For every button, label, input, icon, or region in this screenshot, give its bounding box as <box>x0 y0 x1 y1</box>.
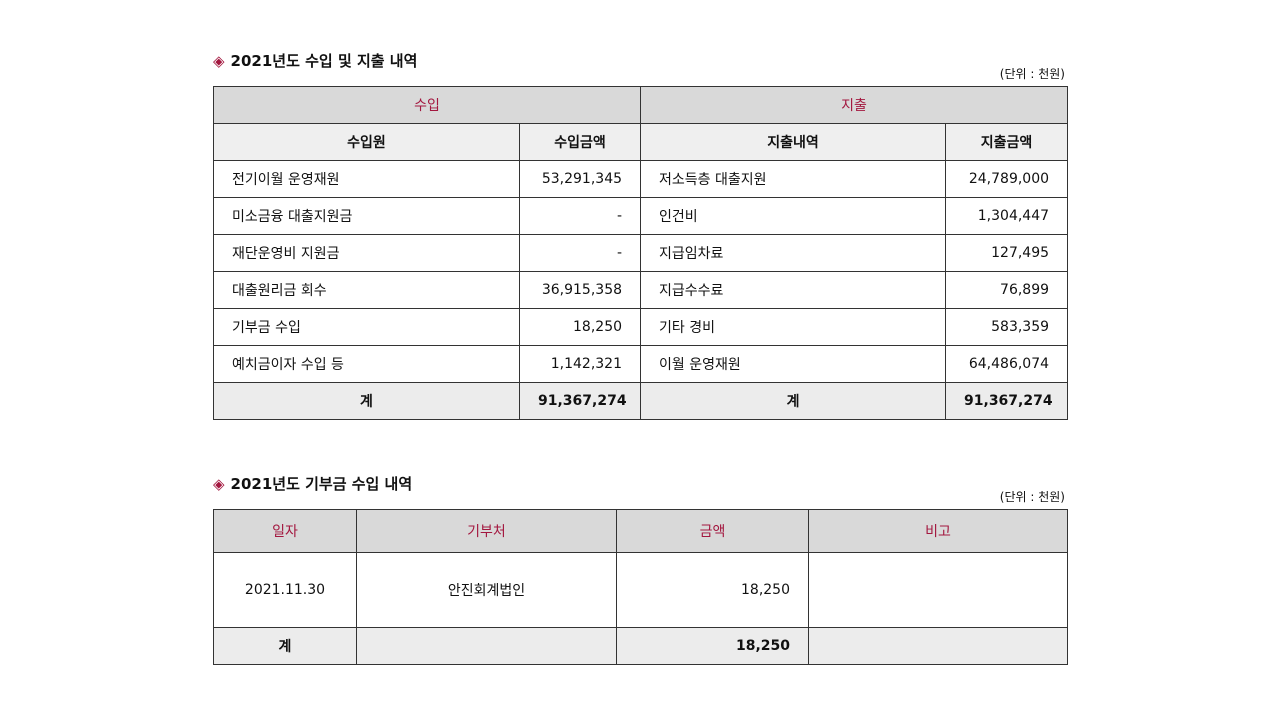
amount: 583,359 <box>945 308 1069 346</box>
total-value: 91,367,274 <box>518 382 642 420</box>
item: 예치금이자 수입 등 <box>213 345 520 383</box>
item: 저소득층 대출지원 <box>640 160 947 198</box>
cell <box>356 627 617 665</box>
column-header: 일자 <box>213 509 357 553</box>
row: 대출원리금 회수 36,915,358 지급수수료 76,899 <box>213 271 1069 309</box>
amount: 36,915,358 <box>518 271 642 309</box>
row: 미소금융 대출지원금 - 인건비 1,304,447 <box>213 197 1069 235</box>
row: 전기이월 운영재원 53,291,345 저소득층 대출지원 24,789,000 <box>213 160 1069 198</box>
item: 대출원리금 회수 <box>213 271 520 309</box>
row: 예치금이자 수입 등 1,142,321 이월 운영재원 64,486,074 <box>213 345 1069 383</box>
cell <box>808 627 1068 665</box>
column-header: 금액 <box>616 509 809 553</box>
column-header: 기부처 <box>356 509 617 553</box>
income-expense-table: 수입 지출 수입원 수입금액 지출내역 지출금액 전기이월 운영재원 53,291,345… <box>212 86 1069 420</box>
group-header: 수입 <box>212 86 642 124</box>
amount: 24,789,000 <box>945 160 1069 198</box>
section-title: ◈ 2021년도 수입 및 지출 내역 <box>213 52 418 70</box>
total-value: 91,367,274 <box>945 382 1069 420</box>
row: 재단운영비 지원금 - 지급임차료 127,495 <box>213 234 1069 272</box>
column-header: 지출내역 <box>640 123 947 161</box>
donation-table: 일자 기부처 금액 비고 2021.11.30 안진회계법인 18,250 계 18,25… <box>213 509 1068 665</box>
item: 미소금융 대출지원금 <box>213 197 520 235</box>
total-label: 계 <box>213 627 357 665</box>
unit-note: (단위 : 천원) <box>999 490 1065 504</box>
amount: 18,250 <box>518 308 642 346</box>
item: 기부금 수입 <box>213 308 520 346</box>
group-header: 지출 <box>640 86 1069 124</box>
item: 전기이월 운영재원 <box>213 160 520 198</box>
amount: 127,495 <box>945 234 1069 272</box>
donor: 안진회계법인 <box>356 552 617 628</box>
total-label: 계 <box>213 382 520 420</box>
amount: 1,142,321 <box>518 345 642 383</box>
total-value: 18,250 <box>616 627 809 665</box>
row: 2021.11.30 안진회계법인 18,250 <box>213 552 1068 628</box>
unit-note: (단위 : 천원) <box>999 67 1065 81</box>
item: 이월 운영재원 <box>640 345 947 383</box>
title-text: 2021년도 기부금 수입 내역 <box>230 475 413 493</box>
amount: 18,250 <box>616 552 809 628</box>
column-header: 수입금액 <box>518 123 642 161</box>
date: 2021.11.30 <box>213 552 357 628</box>
column-header: 지출금액 <box>945 123 1069 161</box>
column-header: 수입원 <box>213 123 520 161</box>
title-text: 2021년도 수입 및 지출 내역 <box>230 52 418 70</box>
cell <box>808 552 1068 628</box>
item: 재단운영비 지원금 <box>213 234 520 272</box>
amount: 64,486,074 <box>945 345 1069 383</box>
column-header: 비고 <box>808 509 1068 553</box>
section-title: ◈ 2021년도 기부금 수입 내역 <box>213 475 413 493</box>
item: 기타 경비 <box>640 308 947 346</box>
amount: 76,899 <box>945 271 1069 309</box>
item: 인건비 <box>640 197 947 235</box>
amount: - <box>518 234 642 272</box>
amount: 53,291,345 <box>518 160 642 198</box>
item: 지급임차료 <box>640 234 947 272</box>
row: 기부금 수입 18,250 기타 경비 583,359 <box>213 308 1069 346</box>
amount: 1,304,447 <box>945 197 1069 235</box>
item: 지급수수료 <box>640 271 947 309</box>
total-label: 계 <box>640 382 947 420</box>
amount: - <box>518 197 642 235</box>
